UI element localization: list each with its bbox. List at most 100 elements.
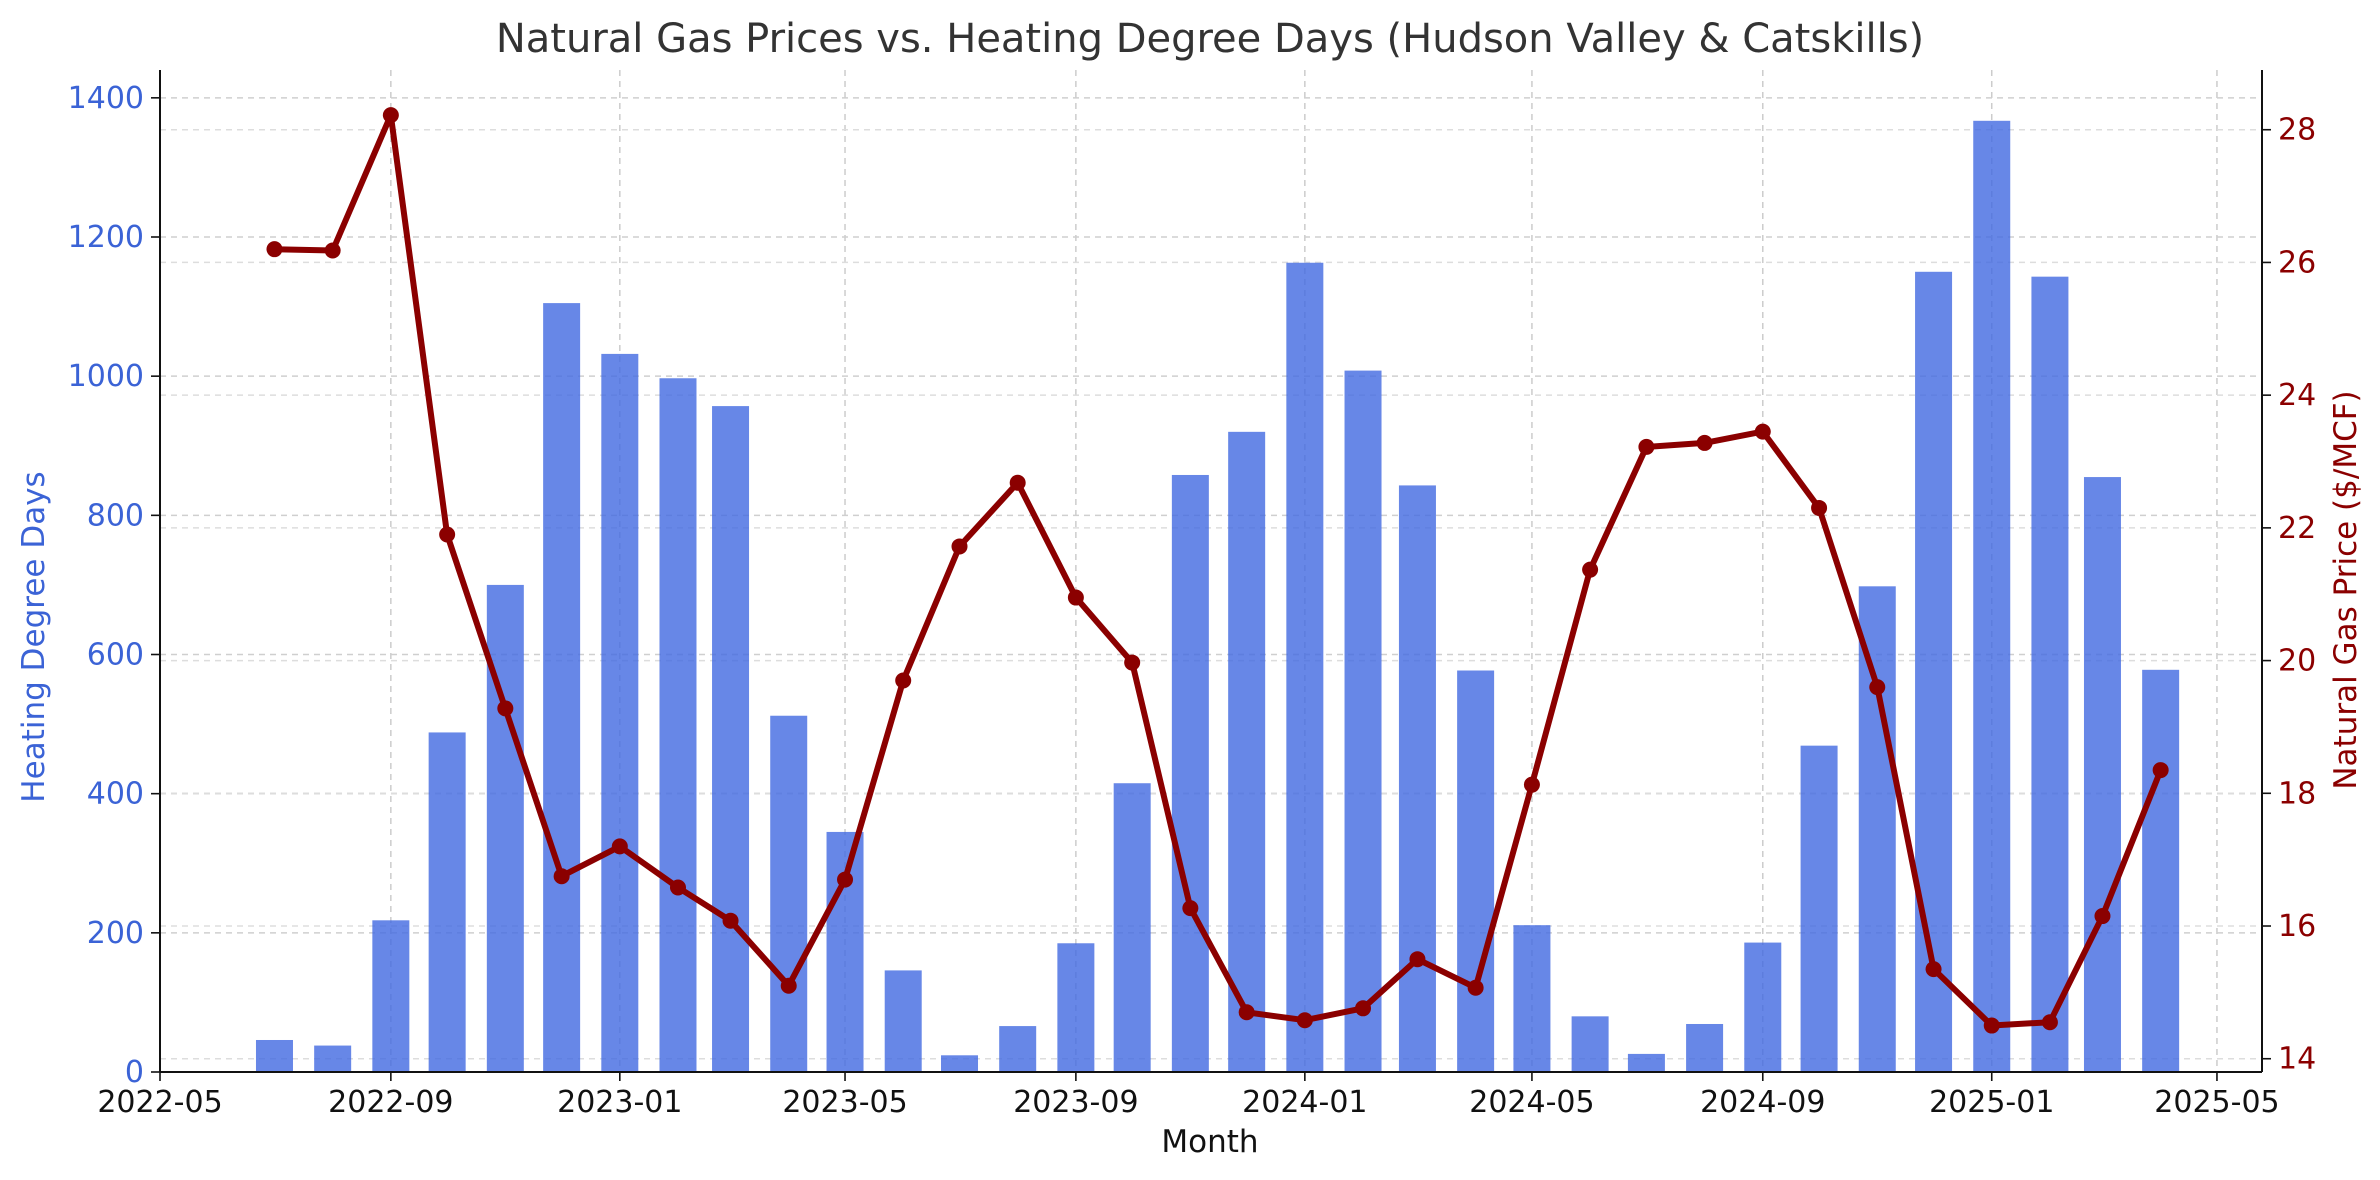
x-tick-label: 2025-05: [2154, 1085, 2279, 1120]
gas-price-point-2023-02: [669, 879, 686, 896]
gas-price-point-2024-12: [1925, 961, 1942, 978]
x-axis-label: Month: [1161, 1124, 1258, 1160]
gas-price-point-2023-06: [895, 672, 912, 689]
y-left-tick-label: 600: [87, 638, 144, 673]
x-tick-label: 2024-01: [1242, 1085, 1367, 1120]
gas-price-point-2025-04: [2152, 762, 2169, 779]
bar-2022-09: [372, 920, 410, 1072]
bar-2025-01: [1973, 120, 2011, 1072]
bar-2022-07: [255, 1039, 293, 1072]
gas-price-point-2024-09: [1754, 423, 1771, 440]
chart-title: Natural Gas Prices vs. Heating Degree Da…: [496, 16, 1924, 62]
x-tick-label: 2023-01: [557, 1085, 682, 1120]
axes: [151, 70, 2271, 1081]
y-left-tick-label: 200: [87, 916, 144, 951]
gas-price-point-2022-08: [324, 242, 341, 259]
bar-2024-11: [1858, 586, 1896, 1072]
gas-price-point-2024-08: [1696, 434, 1713, 451]
y-left-tick-label: 800: [87, 498, 144, 533]
bar-2024-12: [1915, 271, 1953, 1073]
bar-2022-12: [543, 303, 581, 1073]
gas-price-point-2025-01: [1983, 1017, 2000, 1034]
bar-2025-03: [2083, 477, 2121, 1072]
bar-2024-01: [1286, 262, 1324, 1072]
x-tick-label: 2022-09: [328, 1085, 453, 1120]
gas-price-point-2024-05: [1523, 776, 1540, 793]
gas-price-point-2023-05: [837, 871, 854, 888]
bar-2024-05: [1513, 925, 1551, 1072]
gas-price-point-2024-04: [1467, 979, 1484, 996]
bar-2022-10: [428, 732, 466, 1072]
y-right-tick-label: 24: [2278, 378, 2316, 413]
gas-price-point-2023-08: [1009, 474, 1026, 491]
y-axis-right-label: Natural Gas Price ($/MCF): [2328, 390, 2364, 789]
bar-2023-07: [941, 1055, 979, 1072]
y-left-tick-label: 1400: [68, 81, 144, 116]
bar-2024-07: [1627, 1053, 1665, 1072]
bar-2023-12: [1228, 431, 1266, 1072]
gas-price-point-2023-01: [611, 838, 628, 855]
y-axis-left-label: Heating Degree Days: [16, 471, 52, 802]
bar-2024-03: [1398, 485, 1436, 1073]
y-right-tick-label: 20: [2278, 644, 2316, 679]
gas-price-point-2022-09: [382, 107, 399, 124]
bar-2024-08: [1686, 1023, 1724, 1072]
bar-2022-11: [486, 584, 524, 1072]
y-right-tick-label: 14: [2278, 1042, 2316, 1077]
x-tick-label: 2024-05: [1469, 1085, 1594, 1120]
x-tick-label: 2023-05: [782, 1085, 907, 1120]
y-left-tick-label: 1200: [68, 220, 144, 255]
bar-2023-02: [659, 378, 697, 1073]
bar-2024-02: [1344, 370, 1382, 1073]
y-right-tick-label: 22: [2278, 511, 2316, 546]
bar-2023-09: [1057, 943, 1095, 1072]
gas-price-point-2023-09: [1067, 589, 1084, 606]
bar-2023-06: [884, 970, 922, 1072]
gas-price-point-2024-02: [1355, 1000, 1372, 1017]
x-tick-label: 2025-01: [1929, 1085, 2054, 1120]
bar-2024-04: [1457, 670, 1495, 1072]
y-right-tick-label: 18: [2278, 776, 2316, 811]
bar-2023-04: [770, 715, 808, 1072]
gas-price-point-2024-01: [1296, 1012, 1313, 1029]
gas-price-line: [271, 112, 2164, 1029]
gas-price-point-2023-10: [1124, 654, 1141, 671]
gas-price-point-2024-06: [1582, 561, 1599, 578]
bar-2022-08: [314, 1045, 352, 1072]
line-series-gas-price: [266, 107, 2169, 1034]
tick-labels: 2022-05 2022-09 2023-01 2023-05 2023-09 2024-…: [68, 81, 2317, 1120]
gas-price-point-2022-12: [553, 868, 570, 885]
gas-price-point-2024-11: [1869, 679, 1886, 696]
gas-price-point-2024-10: [1811, 499, 1828, 516]
bar-2023-10: [1113, 783, 1151, 1072]
x-tick-label: 2023-09: [1013, 1085, 1138, 1120]
bar-2023-08: [999, 1026, 1037, 1072]
x-tick-label: 2024-09: [1700, 1085, 1825, 1120]
gas-price-point-2023-03: [722, 912, 739, 929]
y-right-tick-label: 28: [2278, 113, 2316, 148]
gas-price-point-2022-07: [266, 241, 283, 258]
bar-2023-03: [712, 406, 750, 1072]
gas-price-point-2025-02: [2041, 1014, 2058, 1031]
bar-series-hdd: [255, 120, 2180, 1073]
gas-price-point-2024-07: [1638, 438, 1655, 455]
gas-price-point-2023-04: [780, 977, 797, 994]
bar-2023-01: [601, 353, 639, 1072]
bar-2023-05: [826, 831, 864, 1072]
y-left-tick-label: 400: [87, 777, 144, 812]
gas-price-point-2022-11: [497, 700, 514, 717]
y-right-tick-label: 16: [2278, 909, 2316, 944]
bar-2024-09: [1744, 942, 1782, 1072]
gas-price-point-2025-03: [2094, 908, 2111, 925]
bar-2024-10: [1800, 745, 1838, 1072]
bar-2025-02: [2031, 276, 2069, 1073]
x-tick-label: 2022-05: [97, 1085, 222, 1120]
bar-2023-11: [1171, 474, 1209, 1073]
gas-price-point-2023-07: [951, 538, 968, 555]
gas-price-point-2024-03: [1409, 951, 1426, 968]
bar-2024-06: [1571, 1016, 1609, 1072]
gas-price-point-2023-11: [1182, 900, 1199, 917]
y-left-tick-label: 1000: [68, 359, 144, 394]
y-left-tick-label: 0: [125, 1055, 144, 1090]
